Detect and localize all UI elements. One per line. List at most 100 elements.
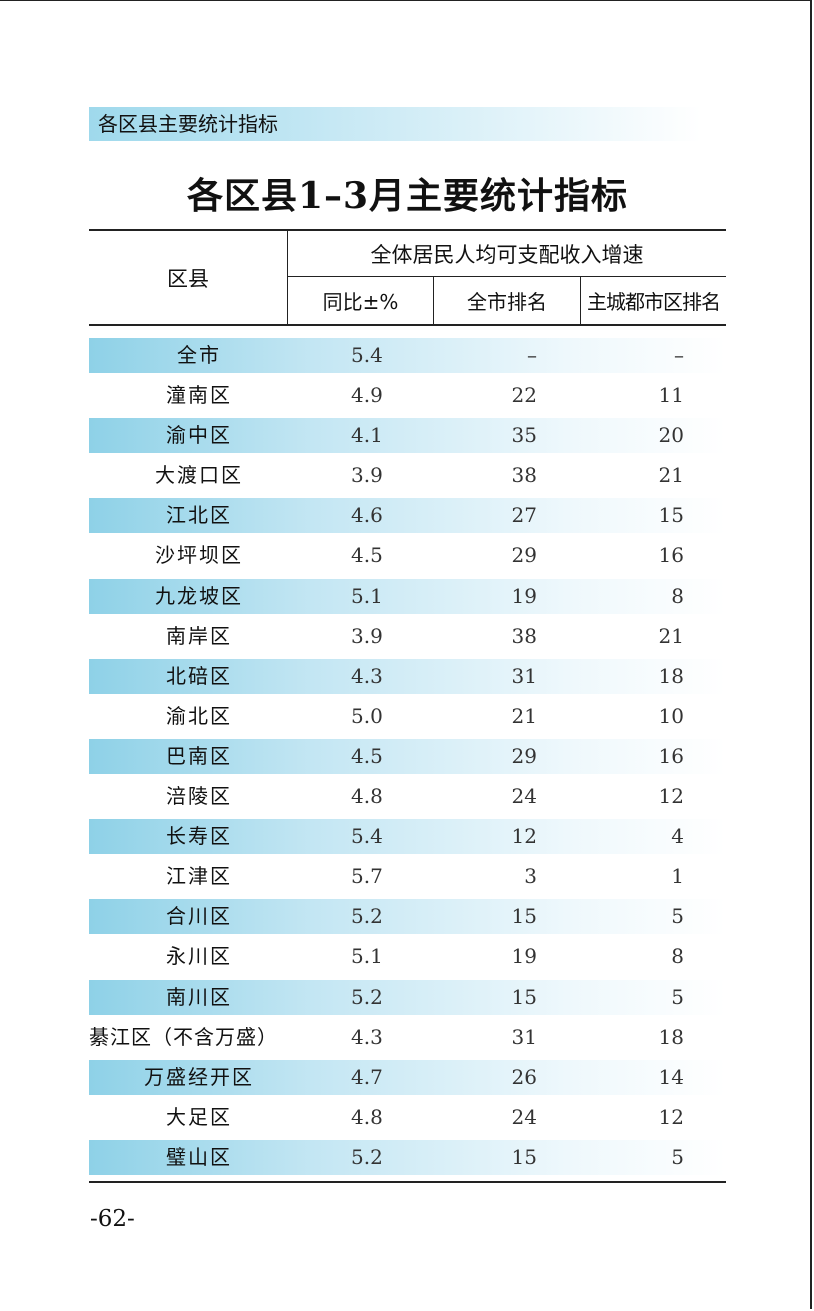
row-band	[89, 738, 726, 774]
main-rank-value: 8	[671, 944, 684, 969]
district-name: 南川区	[166, 984, 232, 1009]
city-rank-value: 3	[524, 864, 537, 889]
table-row: 长寿区 5.4 12 4	[89, 819, 726, 859]
table-row: 南岸区 3.9 38 21	[89, 619, 726, 659]
header-yoy: 同比±%	[287, 277, 433, 324]
main-rank-value: 5	[671, 904, 684, 929]
yoy-value: 4.8	[351, 784, 383, 809]
city-rank-value: 38	[511, 623, 537, 648]
table-row: 九龙坡区 5.1 19 8	[89, 578, 726, 619]
page-number: -62-	[90, 1206, 135, 1232]
table-row: 渝北区 5.0 21 10	[89, 699, 726, 739]
main-rank-value: 18	[658, 663, 684, 688]
city-rank-value: 19	[511, 583, 537, 608]
table-row: 南川区 5.2 15 5	[89, 979, 726, 1020]
city-rank-value: 22	[511, 383, 537, 408]
yoy-value: 5.0	[351, 703, 383, 728]
district-name: 全市	[177, 343, 221, 367]
city-rank-value: 26	[511, 1064, 537, 1089]
table-row: 大渡口区 3.9 38 21	[89, 458, 726, 498]
yoy-value: 5.4	[351, 824, 383, 849]
row-band	[89, 819, 726, 855]
main-rank-value: 14	[658, 1064, 684, 1089]
row-band	[89, 899, 726, 935]
main-rank-value: 16	[658, 743, 684, 768]
city-rank-value: 19	[511, 944, 537, 969]
city-rank-value: 12	[511, 824, 537, 849]
table-row: 巴南区 4.5 29 16	[89, 738, 726, 779]
yoy-value: 4.6	[351, 503, 383, 528]
main-rank-value: 20	[658, 423, 684, 448]
table-row: 万盛经开区 4.7 26 14	[89, 1059, 726, 1100]
city-rank-value: 31	[511, 663, 537, 688]
district-name: 大足区	[166, 1104, 232, 1129]
main-rank-value: 5	[671, 984, 684, 1009]
yoy-value: 3.9	[351, 623, 383, 648]
row-band	[89, 979, 726, 1015]
row-band	[89, 498, 726, 534]
city-rank-value: 24	[511, 784, 537, 809]
district-name: 璧山区	[166, 1144, 232, 1169]
district-name: 綦江区（不含万盛）	[89, 1024, 278, 1049]
city-rank-value: 15	[511, 904, 537, 929]
main-rank-value: 18	[658, 1024, 684, 1049]
city-rank-value: 15	[511, 984, 537, 1009]
row-band	[89, 418, 726, 454]
row-band	[89, 658, 726, 694]
main-rank-value: 21	[658, 463, 684, 488]
district-name: 九龙坡区	[155, 583, 243, 608]
row-band	[89, 1139, 726, 1175]
yoy-value: 5.2	[351, 984, 383, 1009]
table-row: 渝中区 4.1 35 20	[89, 418, 726, 458]
table-row: 綦江区（不含万盛） 4.3 31 18	[89, 1020, 726, 1060]
section-banner: 各区县主要统计指标	[89, 107, 701, 141]
city-rank-value: 21	[511, 703, 537, 728]
row-band	[89, 338, 726, 373]
table-row: 江津区 5.7 3 1	[89, 859, 726, 899]
city-rank-value: 35	[511, 423, 537, 448]
table-row: 潼南区 4.9 22 11	[89, 378, 726, 418]
bottom-rule	[89, 1181, 726, 1183]
yoy-value: 5.4	[351, 343, 383, 367]
city-rank-value: 38	[511, 463, 537, 488]
district-name: 巴南区	[166, 743, 232, 768]
header-city-rank: 全市排名	[433, 277, 580, 324]
main-rank-value: 12	[658, 784, 684, 809]
district-name: 江津区	[166, 864, 232, 889]
district-name: 南岸区	[166, 623, 232, 648]
table-row: 璧山区 5.2 15 5	[89, 1139, 726, 1180]
yoy-value: 4.5	[351, 543, 383, 568]
district-name: 沙坪坝区	[155, 543, 243, 568]
header-district: 区县	[167, 266, 209, 291]
district-name: 渝中区	[166, 423, 232, 448]
main-rank-value: 12	[658, 1104, 684, 1129]
yoy-value: 4.1	[351, 423, 383, 448]
main-rank-value: 4	[671, 824, 684, 849]
city-rank-value: 24	[511, 1104, 537, 1129]
main-rank-value: 5	[671, 1144, 684, 1169]
table-row: 永川区 5.1 19 8	[89, 939, 726, 979]
district-name: 万盛经开区	[144, 1064, 254, 1089]
district-name: 合川区	[166, 904, 232, 929]
city-rank-value: 15	[511, 1144, 537, 1169]
district-name: 涪陵区	[166, 784, 232, 809]
yoy-value: 3.9	[351, 463, 383, 488]
main-rank-value: 1	[671, 864, 684, 889]
table-row: 沙坪坝区 4.5 29 16	[89, 538, 726, 578]
yoy-value: 4.7	[351, 1064, 383, 1089]
district-name: 北碚区	[166, 663, 232, 688]
table-row: 全市 5.4 – –	[89, 338, 726, 378]
yoy-value: 5.1	[351, 944, 383, 969]
main-rank-value: 21	[658, 623, 684, 648]
district-name: 永川区	[166, 944, 232, 969]
district-name: 江北区	[166, 503, 232, 528]
city-rank-value: 29	[511, 743, 537, 768]
yoy-value: 4.3	[351, 1024, 383, 1049]
yoy-value: 5.2	[351, 1144, 383, 1169]
main-rank-value: 16	[658, 543, 684, 568]
header-main-rank: 主城都市区排名	[580, 277, 726, 324]
district-name: 渝北区	[166, 703, 232, 728]
yoy-value: 5.2	[351, 904, 383, 929]
table-header: 区县 全体居民人均可支配收入增速 同比±% 全市排名 主城都市区排名	[89, 229, 726, 326]
